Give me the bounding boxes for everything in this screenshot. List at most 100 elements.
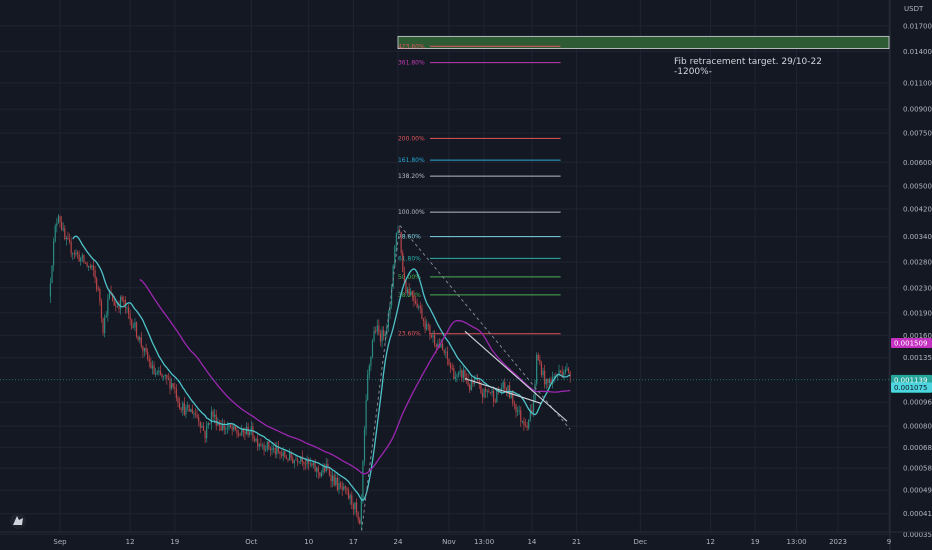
candle-body	[214, 414, 216, 417]
fib-level-label: 61.80%	[398, 255, 421, 262]
candle-body	[563, 372, 565, 376]
candle-body	[507, 385, 509, 392]
candle-body	[330, 475, 332, 482]
candle-body	[131, 319, 133, 328]
candle-body	[56, 223, 58, 226]
time-axis[interactable]: Sep 12 19 Oct 10 17 24 Nov 13:00 14 21 Dec 12 19 13:00…	[0, 513, 932, 546]
candle-body	[394, 245, 396, 266]
candle-body	[486, 390, 488, 392]
candle-body	[218, 423, 221, 426]
candle-body	[521, 421, 523, 423]
time-tick-label: 12	[706, 538, 715, 546]
candle-body	[365, 400, 367, 430]
time-tick-label: 12	[126, 538, 135, 546]
time-tick-label: 14	[527, 538, 536, 546]
candle-body	[185, 407, 187, 415]
candle-body	[480, 384, 482, 393]
candle-body	[319, 472, 321, 477]
candle-body	[536, 354, 538, 384]
candle-body	[65, 237, 67, 240]
candle-body	[53, 241, 55, 266]
fib-level-label: 38.20%	[398, 292, 421, 299]
candle-body	[234, 425, 236, 431]
candle-body	[375, 330, 377, 332]
candle-body	[469, 385, 471, 390]
candle-body	[51, 265, 53, 284]
candle-body	[282, 451, 284, 456]
time-tick-label: 10	[304, 538, 313, 546]
candle-body	[322, 466, 324, 473]
candle-body	[483, 388, 485, 397]
dashed-trend-line	[399, 225, 571, 430]
candle-body	[569, 371, 571, 377]
candle-body	[561, 371, 563, 376]
time-tick-label: 24	[394, 538, 403, 546]
candle-body	[139, 337, 141, 340]
time-tick-label: Dec	[634, 538, 648, 546]
candle-body	[202, 426, 205, 431]
trend-drawings[interactable]: Fib retracement target. 29/10-22-1200%-	[0, 57, 890, 531]
candle-body	[161, 374, 163, 377]
candle-body	[253, 438, 256, 441]
candle-body	[296, 459, 299, 463]
candle-body	[255, 438, 257, 441]
wedge-lower-line	[464, 378, 542, 405]
candle-body	[548, 379, 551, 383]
candle-body	[172, 383, 174, 387]
candle-body	[376, 325, 378, 332]
candle-body	[518, 410, 520, 412]
candle-body	[501, 387, 503, 390]
candle-body	[145, 347, 147, 352]
candle-body	[134, 322, 136, 328]
candle-body	[190, 409, 192, 412]
candle-body	[89, 266, 91, 268]
fib-level-label: 161.80%	[398, 157, 425, 164]
candle-body	[279, 451, 281, 454]
candle-body	[80, 257, 82, 262]
candle-body	[119, 296, 122, 309]
candle-body	[174, 386, 176, 389]
candle-body	[155, 373, 157, 375]
candle-body	[277, 446, 280, 452]
candle-body	[293, 460, 295, 464]
candle-body	[454, 376, 456, 380]
candle-body	[269, 448, 272, 451]
candle-body	[108, 291, 111, 299]
fib-retracement[interactable]: 423.60% 361.80% 200.00% 161.80% 138.20% 100.0…	[397, 35, 890, 338]
candle-body	[472, 380, 474, 384]
candle-body	[346, 488, 348, 491]
candle-body	[239, 435, 241, 436]
candle-body	[288, 452, 291, 461]
fib-level-label: 200.00%	[398, 135, 425, 142]
fib-level-label: 361.80%	[398, 60, 425, 67]
candle-body	[285, 456, 287, 459]
candle-body	[287, 458, 289, 461]
candle-body	[261, 445, 264, 446]
candle-body	[368, 365, 370, 375]
candle-body	[91, 265, 93, 268]
fib-level-label: 100.00%	[398, 209, 425, 216]
candle-body	[107, 298, 109, 316]
fib-level-label: 23.60%	[398, 331, 421, 338]
fib-level-label: 138.20%	[398, 173, 425, 180]
candle-body	[402, 253, 404, 272]
tv-logo-icon[interactable]	[10, 513, 26, 529]
candle-body	[49, 283, 52, 297]
candle-body	[113, 300, 115, 306]
candle-body	[281, 453, 283, 456]
candle-body	[553, 376, 555, 378]
time-tick-label: 19	[751, 538, 760, 546]
candle-body	[488, 390, 490, 393]
candle-body	[126, 307, 128, 309]
candle-body	[115, 305, 117, 307]
candle-body	[249, 431, 251, 435]
annotation-text: Fib retracement target. 29/10-22	[674, 57, 822, 67]
candle-body	[210, 411, 213, 424]
candle-body	[405, 281, 407, 293]
